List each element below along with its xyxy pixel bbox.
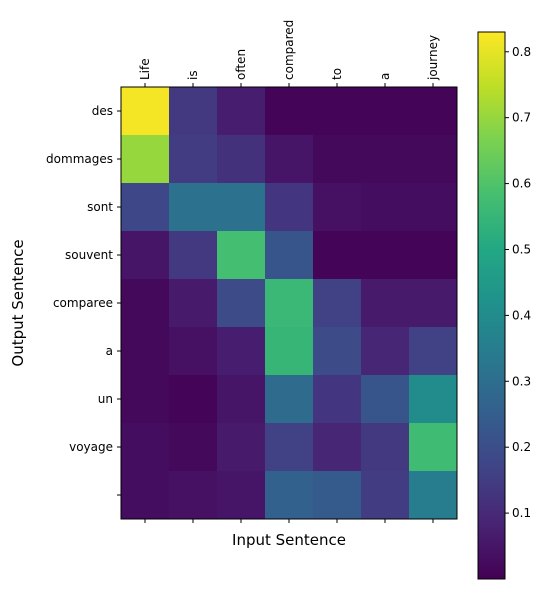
heatmap-cell <box>121 183 170 232</box>
colorbar-tick-label: 0.5 <box>512 242 531 256</box>
x-axis-label: Input Sentence <box>232 531 346 549</box>
heatmap-cell <box>169 423 218 472</box>
x-tick-label: is <box>186 70 200 80</box>
heatmap-cell <box>121 375 170 424</box>
colorbar-tick-label: 0.1 <box>512 506 531 520</box>
heatmap-cell <box>217 423 266 472</box>
colorbar-tick-label: 0.4 <box>512 308 531 322</box>
x-tick-label: a <box>378 73 392 80</box>
x-tick-label: compared <box>282 20 296 80</box>
heatmap-cell <box>121 231 170 280</box>
y-tick-label: a <box>106 344 113 358</box>
y-axis-ticks: des dommages sont souvent comparee a un voyage <box>46 104 121 496</box>
heatmap-cell <box>121 87 170 136</box>
heatmap-cell <box>169 279 218 328</box>
heatmap-cell <box>265 327 314 376</box>
heatmap-cell <box>313 231 362 280</box>
heatmap-cells <box>121 87 458 520</box>
heatmap-cell <box>313 327 362 376</box>
y-tick-label: voyage <box>69 440 113 454</box>
heatmap-cell <box>217 471 266 520</box>
colorbar-tick-label: 0.6 <box>512 177 531 191</box>
heatmap-cell <box>313 423 362 472</box>
colorbar-tick-label: 0.7 <box>512 111 531 125</box>
heatmap-cell <box>217 327 266 376</box>
heatmap-cell <box>121 135 170 184</box>
heatmap-cell <box>169 471 218 520</box>
heatmap-cell <box>121 471 170 520</box>
heatmap-cell <box>265 471 314 520</box>
colorbar-tick-label: 0.3 <box>512 374 531 388</box>
heatmap-cell <box>409 375 458 424</box>
heatmap-cell <box>409 87 458 136</box>
heatmap-cell <box>121 327 170 376</box>
heatmap-cell <box>169 135 218 184</box>
heatmap-cell <box>409 231 458 280</box>
heatmap-cell <box>361 231 410 280</box>
heatmap-cell <box>409 135 458 184</box>
heatmap-cell <box>265 231 314 280</box>
heatmap-cell <box>265 87 314 136</box>
colorbar-tick-label: 0.2 <box>512 440 531 454</box>
heatmap-cell <box>169 327 218 376</box>
heatmap-cell <box>169 375 218 424</box>
heatmap-cell <box>217 279 266 328</box>
heatmap-cell <box>217 375 266 424</box>
heatmap-cell <box>361 327 410 376</box>
x-tick-label: Life <box>138 58 152 80</box>
heatmap-cell <box>313 279 362 328</box>
heatmap-cell <box>217 87 266 136</box>
heatmap-cell <box>217 183 266 232</box>
heatmap-cell <box>409 183 458 232</box>
y-tick-label: souvent <box>65 248 113 262</box>
heatmap-cell <box>361 423 410 472</box>
heatmap-cell <box>409 471 458 520</box>
colorbar-tick-label: 0.8 <box>512 45 531 59</box>
heatmap-cell <box>409 423 458 472</box>
heatmap-cell <box>217 135 266 184</box>
y-tick-label: sont <box>87 200 113 214</box>
heatmap-cell <box>313 87 362 136</box>
heatmap-cell <box>313 135 362 184</box>
heatmap-cell <box>313 471 362 520</box>
colorbar <box>477 31 506 580</box>
y-axis-label: Output Sentence <box>9 239 27 366</box>
x-axis-ticks: Life is often compared to a journey <box>138 20 440 523</box>
heatmap-cell <box>361 183 410 232</box>
heatmap-cell <box>217 231 266 280</box>
heatmap-cell <box>361 279 410 328</box>
heatmap-cell <box>121 279 170 328</box>
heatmap-cell <box>313 375 362 424</box>
heatmap-cell <box>265 423 314 472</box>
heatmap-cell <box>265 183 314 232</box>
heatmap-cell <box>361 87 410 136</box>
heatmap-cell <box>361 135 410 184</box>
heatmap-cell <box>361 375 410 424</box>
heatmap-cell <box>169 87 218 136</box>
heatmap-cell <box>409 327 458 376</box>
y-tick-label: dommages <box>46 152 113 166</box>
colorbar-ticks: 0.1 0.2 0.3 0.4 0.5 0.6 0.7 0.8 <box>505 45 531 520</box>
x-tick-label: often <box>234 49 248 80</box>
heatmap-cell <box>169 183 218 232</box>
heatmap-cell <box>265 135 314 184</box>
heatmap-cell <box>265 375 314 424</box>
heatmap-cell <box>121 423 170 472</box>
y-tick-label: comparee <box>53 296 113 310</box>
y-tick-label: un <box>98 392 113 406</box>
x-tick-label: journey <box>426 35 440 81</box>
y-tick-label: des <box>92 104 113 118</box>
heatmap-cell <box>265 279 314 328</box>
heatmap-cell <box>313 183 362 232</box>
heatmap-cell <box>169 231 218 280</box>
heatmap-cell <box>361 471 410 520</box>
x-tick-label: to <box>330 68 344 80</box>
heatmap-cell <box>409 279 458 328</box>
